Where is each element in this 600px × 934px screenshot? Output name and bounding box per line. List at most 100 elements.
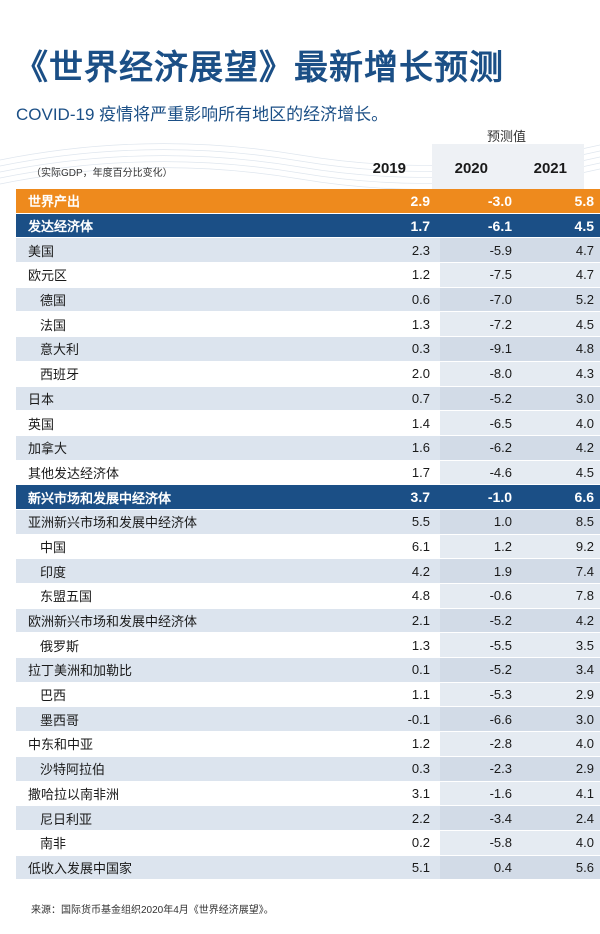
value-cell-2021: 4.0 xyxy=(522,830,600,856)
table-row: 发达经济体 1.7 -6.1 4.5 xyxy=(16,213,600,239)
value-cell-2020: -5.5 xyxy=(440,632,522,659)
table-row: 拉丁美洲和加勒比 0.1 -5.2 3.4 xyxy=(16,657,600,683)
value-cell-2021: 9.2 xyxy=(522,534,600,560)
value-cell-2020: -9.1 xyxy=(440,336,522,362)
row-label: 中东和中亚 xyxy=(16,731,358,757)
row-label: 新兴市场和发展中经济体 xyxy=(16,484,358,510)
value-cell-2021: 3.4 xyxy=(522,657,600,683)
table-row: 法国 1.3 -7.2 4.5 xyxy=(16,311,600,338)
value-cell-2021: 2.9 xyxy=(522,756,600,782)
value-cell-2019: 3.7 xyxy=(358,484,440,510)
value-cell-2019: 4.2 xyxy=(358,558,440,584)
table-row: 尼日利亚 2.2 -3.4 2.4 xyxy=(16,805,600,831)
value-cell-2021: 2.4 xyxy=(522,805,600,831)
table-row: 印度 4.2 1.9 7.4 xyxy=(16,558,600,584)
value-cell-2020: -3.0 xyxy=(440,189,522,214)
row-label: 巴西 xyxy=(16,682,358,708)
row-label: 亚洲新兴市场和发展中经济体 xyxy=(16,509,358,535)
row-label: 南非 xyxy=(16,830,358,856)
table-row: 巴西 1.1 -5.3 2.9 xyxy=(16,682,600,708)
value-cell-2019: 2.0 xyxy=(358,361,440,387)
value-cell-2020: -6.5 xyxy=(440,410,522,436)
value-cell-2021: 4.0 xyxy=(522,410,600,436)
row-label: 意大利 xyxy=(16,336,358,362)
value-cell-2021: 5.6 xyxy=(522,855,600,881)
value-cell-2021: 3.0 xyxy=(522,386,600,412)
value-cell-2021: 8.5 xyxy=(522,509,600,535)
value-cell-2019: 1.6 xyxy=(358,435,440,461)
row-label: 西班牙 xyxy=(16,361,358,387)
value-cell-2021: 7.8 xyxy=(522,583,600,609)
value-cell-2020: 0.4 xyxy=(440,855,522,881)
source-note: 来源：国际货币基金组织2020年4月《世界经济展望》。 xyxy=(31,905,274,916)
row-label: 尼日利亚 xyxy=(16,805,358,831)
value-cell-2019: 1.7 xyxy=(358,213,440,239)
row-label: 加拿大 xyxy=(16,435,358,461)
value-cell-2019: 5.5 xyxy=(358,509,440,535)
table-row: 中东和中亚 1.2 -2.8 4.0 xyxy=(16,731,600,757)
page-subtitle: COVID-19 疫情将严重影响所有地区的经济增长。 xyxy=(16,105,389,124)
table-row: 其他发达经济体 1.7 -4.6 4.5 xyxy=(16,460,600,486)
value-cell-2020: -2.8 xyxy=(440,731,522,757)
value-cell-2020: -4.6 xyxy=(440,460,522,486)
value-cell-2019: 0.3 xyxy=(358,336,440,362)
column-header-2020: 2020 xyxy=(454,160,488,177)
table-row: 世界产出 2.9 -3.0 5.8 xyxy=(16,189,600,214)
row-label: 美国 xyxy=(16,237,358,264)
row-label: 德国 xyxy=(16,287,358,313)
value-cell-2019: 2.3 xyxy=(358,237,440,264)
table-row: 亚洲新兴市场和发展中经济体 5.5 1.0 8.5 xyxy=(16,509,600,535)
value-cell-2020: -1.6 xyxy=(440,781,522,807)
value-cell-2020: -0.6 xyxy=(440,583,522,609)
value-cell-2019: 4.8 xyxy=(358,583,440,609)
table-row: 低收入发展中国家 5.1 0.4 5.6 xyxy=(16,855,600,881)
row-label: 俄罗斯 xyxy=(16,632,358,659)
value-cell-2019: 0.2 xyxy=(358,830,440,856)
value-cell-2019: 1.2 xyxy=(358,262,440,288)
table-row: 中国 6.1 1.2 9.2 xyxy=(16,534,600,560)
value-cell-2019: 3.1 xyxy=(358,781,440,807)
table-row: 沙特阿拉伯 0.3 -2.3 2.9 xyxy=(16,756,600,782)
value-cell-2019: 1.3 xyxy=(358,311,440,338)
value-cell-2021: 4.3 xyxy=(522,361,600,387)
value-cell-2020: -2.3 xyxy=(440,756,522,782)
row-label: 英国 xyxy=(16,410,358,436)
value-cell-2020: -6.6 xyxy=(440,706,522,733)
value-cell-2020: -5.2 xyxy=(440,386,522,412)
row-label: 拉丁美洲和加勒比 xyxy=(16,657,358,683)
table-row: 加拿大 1.6 -6.2 4.2 xyxy=(16,435,600,461)
value-cell-2019: 0.7 xyxy=(358,386,440,412)
value-cell-2021: 5.8 xyxy=(522,189,600,214)
value-cell-2019: 0.6 xyxy=(358,287,440,313)
table-row: 德国 0.6 -7.0 5.2 xyxy=(16,287,600,313)
value-cell-2021: 6.6 xyxy=(522,484,600,510)
value-cell-2021: 4.5 xyxy=(522,311,600,338)
value-cell-2019: 5.1 xyxy=(358,855,440,881)
row-label: 中国 xyxy=(16,534,358,560)
value-cell-2021: 4.1 xyxy=(522,781,600,807)
row-label: 欧元区 xyxy=(16,262,358,288)
value-cell-2020: -7.2 xyxy=(440,311,522,338)
value-cell-2019: 2.2 xyxy=(358,805,440,831)
value-cell-2020: -3.4 xyxy=(440,805,522,831)
table-row: 墨西哥 -0.1 -6.6 3.0 xyxy=(16,706,600,733)
row-label: 低收入发展中国家 xyxy=(16,855,358,881)
value-cell-2020: -1.0 xyxy=(440,484,522,510)
row-label: 欧洲新兴市场和发展中经济体 xyxy=(16,608,358,634)
table-row: 日本 0.7 -5.2 3.0 xyxy=(16,386,600,412)
unit-label: （实际GDP，年度百分比变化） xyxy=(31,168,173,179)
value-cell-2019: 1.1 xyxy=(358,682,440,708)
value-cell-2021: 4.7 xyxy=(522,237,600,264)
value-cell-2020: -7.5 xyxy=(440,262,522,288)
value-cell-2021: 5.2 xyxy=(522,287,600,313)
value-cell-2021: 2.9 xyxy=(522,682,600,708)
table-row: 新兴市场和发展中经济体 3.7 -1.0 6.6 xyxy=(16,484,600,510)
table-row: 俄罗斯 1.3 -5.5 3.5 xyxy=(16,632,600,659)
value-cell-2020: -5.2 xyxy=(440,608,522,634)
value-cell-2021: 4.5 xyxy=(522,213,600,239)
page-title: 《世界经济展望》最新增长预测 xyxy=(14,48,504,88)
value-cell-2019: 0.3 xyxy=(358,756,440,782)
value-cell-2021: 4.5 xyxy=(522,460,600,486)
value-cell-2020: -6.1 xyxy=(440,213,522,239)
table-row: 美国 2.3 -5.9 4.7 xyxy=(16,237,600,264)
